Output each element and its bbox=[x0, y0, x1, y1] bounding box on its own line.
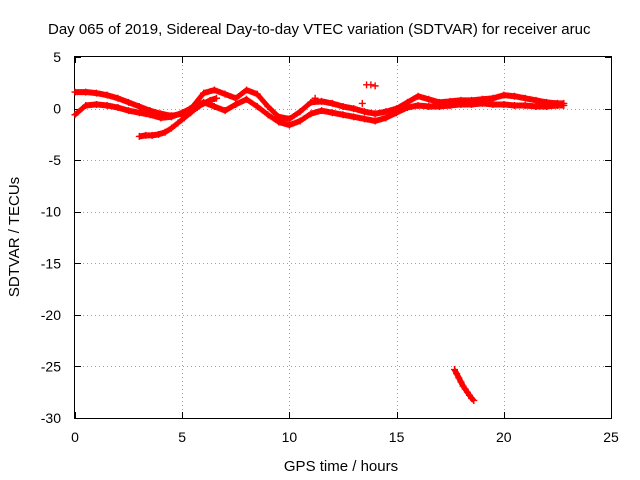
data-point bbox=[371, 82, 379, 90]
track-marker bbox=[80, 104, 87, 111]
x-tick-label: 0 bbox=[71, 429, 79, 445]
y-tick-label: -30 bbox=[41, 410, 61, 426]
track-marker bbox=[305, 101, 312, 108]
y-axis-label: SDTVAR / TECUs bbox=[6, 177, 23, 297]
y-tick-label: 0 bbox=[53, 101, 61, 117]
x-tick-label: 10 bbox=[282, 429, 298, 445]
data-point bbox=[358, 99, 366, 107]
track-marker bbox=[263, 110, 270, 117]
y-tick-label: -5 bbox=[49, 152, 62, 168]
track-marker bbox=[273, 117, 280, 124]
y-tick-label: -20 bbox=[41, 307, 61, 323]
y-tick-label: -10 bbox=[41, 204, 61, 220]
y-tick-label: -25 bbox=[41, 358, 61, 374]
chart-title: Day 065 of 2019, Sidereal Day-to-day VTE… bbox=[48, 21, 591, 38]
plot-frame bbox=[74, 56, 612, 419]
track-marker bbox=[470, 396, 477, 403]
track-marker bbox=[294, 110, 301, 117]
y-tick-label: -15 bbox=[41, 255, 61, 271]
x-axis-label: GPS time / hours bbox=[284, 458, 398, 475]
tick-labels: 0 5 10 15 20 25 5 0 -5 -10 -15 -20 -25 -30 bbox=[41, 49, 619, 445]
y-tick-label: 5 bbox=[53, 49, 61, 65]
track-marker bbox=[465, 390, 472, 397]
x-tick-label: 5 bbox=[178, 429, 186, 445]
x-tick-label: 25 bbox=[603, 429, 619, 445]
track-marker bbox=[460, 384, 467, 391]
data-point bbox=[367, 81, 375, 89]
data-points bbox=[71, 81, 568, 404]
track-marker bbox=[212, 95, 219, 102]
x-tick-label: 20 bbox=[496, 429, 512, 445]
axis-ticks bbox=[75, 57, 612, 419]
x-tick-label: 15 bbox=[389, 429, 405, 445]
track-marker bbox=[305, 112, 312, 119]
track-marker bbox=[559, 102, 566, 109]
track-marker bbox=[462, 387, 469, 394]
track-marker bbox=[252, 102, 259, 109]
